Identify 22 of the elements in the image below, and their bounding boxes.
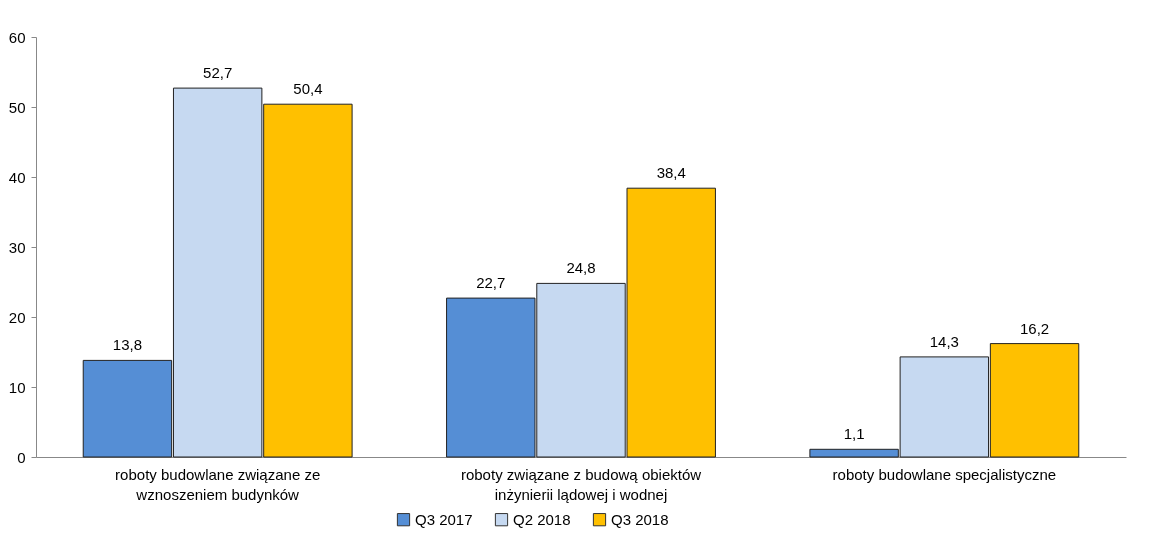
y-tick-label: 10 [8, 378, 26, 396]
y-tick-label: 20 [8, 308, 26, 326]
data-label: 14,3 [929, 332, 959, 350]
data-label: 50,4 [293, 80, 323, 98]
data-label: 13,8 [112, 336, 143, 354]
y-tick-label: 0 [17, 448, 26, 466]
y-tick-label: 60 [8, 28, 26, 46]
data-label: 24,8 [566, 259, 596, 277]
legend-label: Q2 2018 [513, 510, 571, 528]
x-tick-label: roboty budowlane specjalistyczne [832, 465, 1057, 483]
y-tick-label: 30 [8, 238, 26, 256]
data-label: 1,1 [843, 425, 865, 443]
legend-label: Q3 2018 [611, 510, 669, 528]
x-tick-label: roboty budowlane związane ze wznoszeniem budynków [115, 465, 321, 503]
y-tick-label: 40 [8, 168, 26, 186]
data-label: 16,2 [1019, 319, 1050, 337]
data-label: 52,7 [203, 64, 233, 82]
legend-label: Q3 2017 [415, 510, 473, 528]
data-label: 22,7 [476, 274, 506, 292]
x-tick-label: roboty związane z budową obiektów inżynierii lądowej i wodnej [460, 465, 702, 503]
y-tick-label: 50 [8, 98, 26, 116]
data-label: 38,4 [656, 164, 686, 182]
